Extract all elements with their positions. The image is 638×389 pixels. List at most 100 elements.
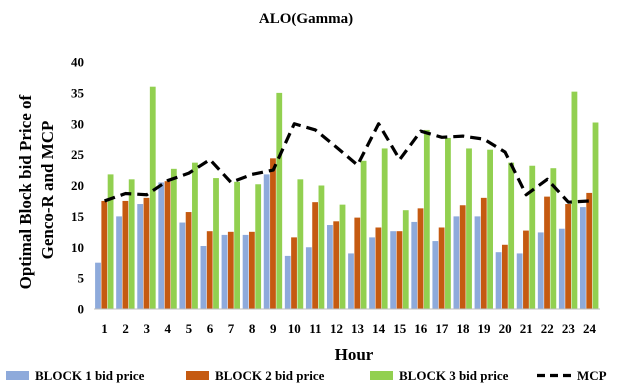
bar-block1-hour-19 [474,216,481,310]
x-tick-label: 3 [143,321,150,336]
bar-block3-hour-9 [276,92,283,310]
bar-block2-hour-8 [248,231,255,309]
x-tick-label: 20 [499,321,512,336]
y-tick-label: 20 [71,178,84,193]
bar-block2-hour-24 [586,192,593,309]
legend-label: BLOCK 2 bid price [215,368,325,383]
mcp-line [104,122,590,204]
y-tick-label: 10 [71,240,84,255]
bar-block3-hour-24 [592,122,599,309]
bar-block3-hour-13 [360,160,367,309]
legend-swatch-block3 [370,371,393,380]
legend: BLOCK 1 bid price BLOCK 2 bid price BLOCK … [6,368,607,383]
bar-block3-hour-2 [128,179,135,309]
x-tick-label: 11 [309,321,321,336]
bar-block2-hour-16 [417,208,424,309]
bar-block2-hour-7 [227,231,234,309]
bar-block2-hour-11 [312,202,319,309]
bar-block2-hour-5 [185,212,192,309]
legend-label: BLOCK 1 bid price [35,368,145,383]
bar-block3-hour-23 [571,91,578,309]
x-tick-label: 19 [478,321,492,336]
bar-block1-hour-5 [179,222,186,309]
bar-block3-hour-7 [234,181,240,309]
bar-block2-hour-1 [101,200,108,309]
bar-block2-hour-15 [396,231,403,309]
bar-block1-hour-14 [369,237,375,309]
bar-block3-hour-21 [529,165,536,309]
x-tick-label: 5 [186,321,193,336]
y-axis-ticks: 0 5 10 15 20 25 30 35 40 [71,55,85,317]
bar-block3-hour-12 [339,204,346,309]
bar-block2-hour-22 [544,196,550,309]
bar-block3-hour-11 [318,185,325,309]
x-tick-label: 24 [583,321,597,336]
x-tick-label: 14 [372,321,386,336]
y-tick-label: 0 [78,302,85,317]
bar-block3-hour-18 [466,148,472,309]
bar-block2-hour-6 [206,231,213,309]
bar-block3-hour-22 [550,168,557,309]
bar-block1-hour-6 [200,246,207,309]
x-axis-ticks: 1 2 3 4 5 6 7 8 9 10 11 12 13 14 15 16 17 18 19 20 21 22 23 24 [101,321,596,336]
y-axis-label: Optimal Block bid Price of Genco-R and M… [16,91,57,290]
bar-block3-hour-8 [255,184,262,309]
bar-block1-hour-17 [432,241,439,309]
x-tick-label: 8 [249,321,256,336]
bar-block1-hour-18 [453,216,460,310]
bar-block3-hour-3 [149,86,156,309]
bar-block1-hour-15 [390,231,397,309]
legend-label: MCP [577,368,607,383]
x-tick-label: 18 [456,321,470,336]
y-axis-label-line-1: Optimal Block bid Price of [16,95,35,290]
x-tick-label: 21 [520,321,533,336]
y-tick-label: 5 [78,271,85,286]
bar-block1-hour-13 [348,253,354,309]
bar-block3-hour-19 [487,149,493,309]
bar-block3-hour-1 [107,174,114,309]
x-tick-label: 10 [288,321,301,336]
bar-block2-hour-4 [164,181,171,309]
bar-block1-hour-1 [95,262,101,309]
x-tick-label: 22 [541,321,554,336]
bar-block1-hour-3 [137,204,144,309]
legend-swatch-block2 [186,371,209,380]
bar-block2-hour-23 [565,204,572,309]
bar-block3-hour-5 [192,162,198,309]
bar-block1-hour-4 [158,182,165,309]
x-tick-label: 16 [414,321,428,336]
x-tick-label: 9 [270,321,277,336]
bar-block2-hour-14 [375,227,382,309]
legend-label: BLOCK 3 bid price [399,368,509,383]
bar-block2-hour-20 [501,244,508,309]
bar-block1-hour-11 [305,247,312,309]
bar-block3-hour-14 [381,148,388,309]
x-tick-label: 12 [330,321,343,336]
bar-block1-hour-24 [580,207,586,309]
bar-block2-hour-13 [354,217,361,309]
bar-block1-hour-20 [495,252,502,309]
x-tick-label: 23 [562,321,576,336]
bar-block3-hour-16 [423,129,430,309]
bar-block1-hour-23 [558,228,565,309]
x-tick-label: 1 [101,321,108,336]
bar-block1-hour-7 [221,234,228,309]
y-tick-label: 25 [71,147,85,162]
bar-block2-hour-17 [438,227,445,309]
y-tick-label: 15 [71,209,85,224]
bar-block3-hour-15 [402,210,409,309]
x-tick-label: 17 [435,321,449,336]
y-tick-label: 40 [71,55,84,70]
x-axis-label: Hour [335,345,374,364]
y-tick-label: 35 [71,85,85,100]
bar-block1-hour-16 [411,221,418,309]
bar-block1-hour-21 [516,253,523,309]
bar-block1-hour-2 [116,216,122,310]
x-tick-label: 7 [228,321,235,336]
y-axis-label-line-2: Genco-R and MCP [38,121,57,260]
x-tick-label: 13 [351,321,365,336]
bar-block2-hour-19 [480,197,487,309]
bar-block1-hour-22 [537,232,544,309]
bar-block3-hour-4 [170,168,177,309]
